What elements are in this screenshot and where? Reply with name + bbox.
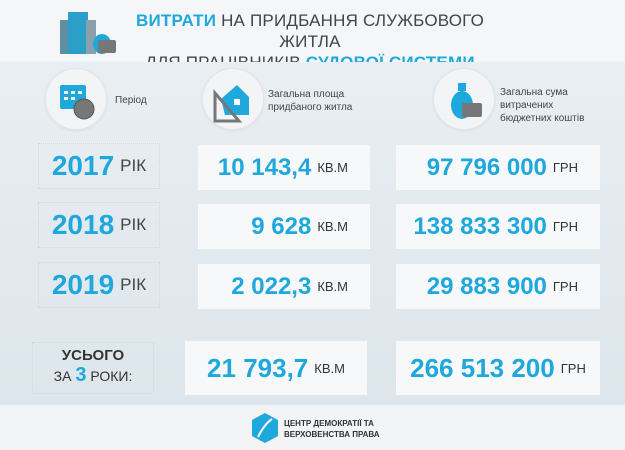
year-unit: РІК [120, 215, 147, 234]
header: ВИТРАТИ НА ПРИДБАННЯ СЛУЖБОВОГО ЖИТЛА ДЛ… [0, 0, 625, 72]
total-label: УСЬОГО ЗА 3 РОКИ: [32, 342, 154, 394]
buildings-money-icon [60, 12, 116, 54]
year-value: 2019 [51, 269, 115, 300]
sum-cell: 138 833 300 ГРН [396, 204, 600, 249]
footer: ЦЕНТР ДЕМОКРАТІЇ ТА ВЕРХОВЕНСТВА ПРАВА [0, 405, 625, 450]
house-ruler-icon [202, 68, 264, 130]
sum-unit: ГРН [552, 219, 578, 234]
feather-logo-icon [252, 413, 278, 443]
year-unit: РІК [120, 275, 147, 294]
title-accent: ВИТРАТИ [135, 11, 217, 30]
year-cell: 2018 РІК [38, 202, 160, 248]
sum-value: 29 883 900 [426, 272, 547, 300]
year-value: 2018 [51, 209, 115, 240]
sum-unit: ГРН [552, 279, 578, 294]
logo-text: ЦЕНТР ДЕМОКРАТІЇ ТА ВЕРХОВЕНСТВА ПРАВА [284, 418, 380, 440]
total-label-text: ЗА [53, 368, 76, 384]
sum-value: 97 796 000 [426, 153, 547, 181]
area-unit: КВ.М [317, 279, 348, 294]
area-cell: 10 143,4 КВ.М [198, 145, 370, 190]
total-area-value: 21 793,7 [207, 352, 309, 383]
total-sum-unit: ГРН [560, 360, 586, 376]
total-area-cell: 21 793,7 КВ.М [185, 341, 367, 395]
area-cell: 9 628 КВ.М [198, 204, 370, 249]
sum-value: 138 833 300 [413, 212, 547, 240]
total-years: 3 [75, 364, 87, 386]
column-label-sum: Загальна сума витрачених бюджетних кошті… [500, 87, 585, 124]
total-area-unit: КВ.М [314, 360, 345, 376]
column-label-area: Загальна площа придбаного житла [268, 89, 353, 113]
area-value: 9 628 [251, 212, 312, 240]
year-unit: РІК [120, 156, 147, 175]
total-sum-value: 266 513 200 [410, 352, 555, 383]
area-cell: 2 022,3 КВ.М [198, 264, 370, 309]
area-unit: КВ.М [317, 160, 348, 175]
calendar-clock-icon [45, 68, 107, 130]
area-value: 2 022,3 [231, 272, 312, 300]
year-cell: 2017 РІК [38, 143, 160, 189]
total-label-text: РОКИ: [86, 368, 133, 384]
year-value: 2017 [51, 150, 115, 181]
sum-unit: ГРН [552, 160, 578, 175]
sum-cell: 97 796 000 ГРН [396, 145, 600, 190]
title-text: НА ПРИДБАННЯ СЛУЖБОВОГО ЖИТЛА [216, 11, 485, 51]
sum-cell: 29 883 900 ГРН [396, 264, 600, 309]
total-sum-cell: 266 513 200 ГРН [396, 341, 600, 395]
money-bag-wallet-icon [433, 68, 495, 130]
area-value: 10 143,4 [217, 153, 312, 181]
column-label-period: Період [115, 95, 147, 106]
year-cell: 2019 РІК [38, 262, 160, 308]
area-unit: КВ.М [317, 219, 348, 234]
logo-text-line2: ВЕРХОВЕНСТВА ПРАВА [284, 430, 380, 439]
total-label-line1: УСЬОГО [61, 347, 125, 364]
logo-text-line1: ЦЕНТР ДЕМОКРАТІЇ ТА [284, 419, 374, 428]
